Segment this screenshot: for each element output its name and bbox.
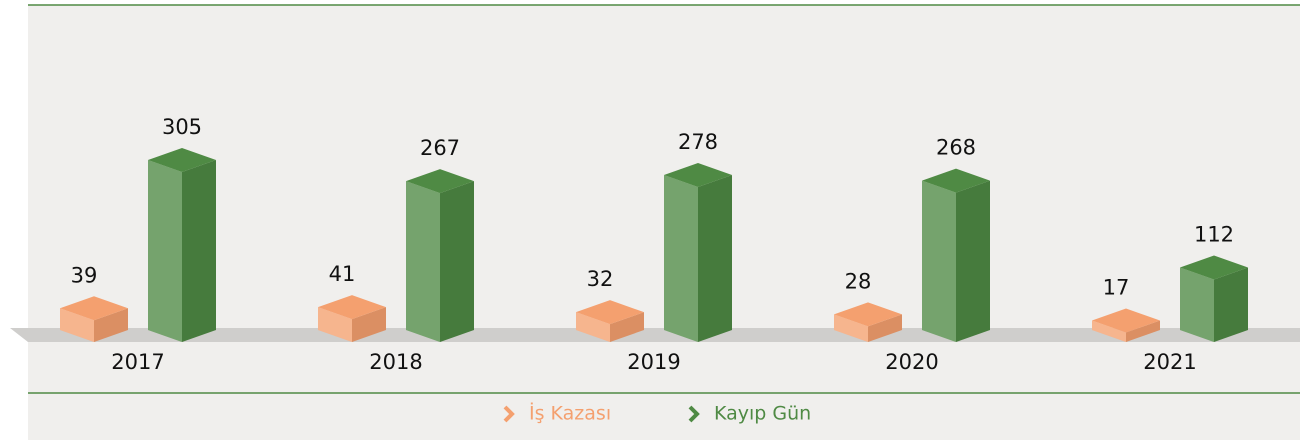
value-label: 17 [1103,276,1130,300]
bar-right-face [610,312,644,342]
bar-left-face [576,312,610,342]
legend: İş Kazası Kayıp Gün [503,402,811,425]
legend-marker [688,405,700,423]
bar [576,300,644,342]
bar-left-face [406,181,440,342]
value-label: 41 [329,262,356,286]
value-label: 268 [936,136,976,160]
bar-top [834,302,902,327]
bar-left-shade [406,181,440,342]
bar-right-face [352,307,386,342]
bar [664,162,732,342]
bar-right-face [868,314,902,342]
bar-right-shade [698,174,732,342]
bar-right-shade [352,307,386,342]
bar [1180,255,1248,342]
bar-left-shade [834,314,868,342]
bar-right-face [1214,267,1248,342]
bar-left-shade [1180,267,1214,342]
value-label: 278 [678,130,718,154]
bar-right-face [698,174,732,342]
bar-top [148,147,216,172]
bar [406,169,474,342]
legend-label: İş Kazası [529,402,611,425]
bar-top [318,295,386,320]
value-label: 32 [587,267,614,291]
value-label: 39 [71,263,98,287]
legend-marker [503,405,515,423]
bar [1092,308,1160,342]
bar-left-face [60,308,94,342]
x-tick-label: 2020 [885,350,938,374]
bar [60,296,128,342]
bars [60,147,1248,342]
bar-right-face [1126,320,1160,342]
value-label: 305 [162,115,202,139]
bar-right-face [956,180,990,342]
x-tick-label: 2021 [1143,350,1196,374]
bar-left-face [664,174,698,342]
bar-right-face [94,308,128,342]
bar-right-face [440,181,474,342]
bar-left-face [1180,267,1214,342]
bar-left-shade [148,159,182,342]
bar-top [576,300,644,325]
bar-left-shade [664,174,698,342]
x-tick-label: 2019 [627,350,680,374]
bar-left-face [834,314,868,342]
value-label: 28 [845,269,872,293]
bar-left-shade [318,307,352,342]
bar-left-face [1092,320,1126,342]
bar [318,295,386,342]
bar [148,147,216,342]
bar-right-shade [868,314,902,342]
bar-top [60,296,128,321]
bar-left-face [318,307,352,342]
bar-left-shade [1092,320,1126,342]
bar-right-shade [1126,320,1160,342]
bar-top [664,162,732,187]
bar-left-shade [922,180,956,342]
bar-right-shade [956,180,990,342]
bar-top [922,168,990,193]
bar-left-face [922,180,956,342]
bar-left-face [148,159,182,342]
bar-right-shade [610,312,644,342]
legend-label: Kayıp Gün [714,403,811,425]
value-label: 267 [420,136,460,160]
x-tick-label: 2017 [111,350,164,374]
bar-right-shade [440,181,474,342]
bar [834,302,902,342]
bar-left-shade [576,312,610,342]
bar-left-shade [60,308,94,342]
bar-top [1092,308,1160,333]
bar-right-face [182,159,216,342]
value-label: 112 [1194,223,1234,247]
bar-top [1180,255,1248,280]
bar-right-shade [1214,267,1248,342]
bar-top [406,169,474,194]
bar [922,168,990,342]
bar-right-shade [182,159,216,342]
x-tick-label: 2018 [369,350,422,374]
bar-right-shade [94,308,128,342]
